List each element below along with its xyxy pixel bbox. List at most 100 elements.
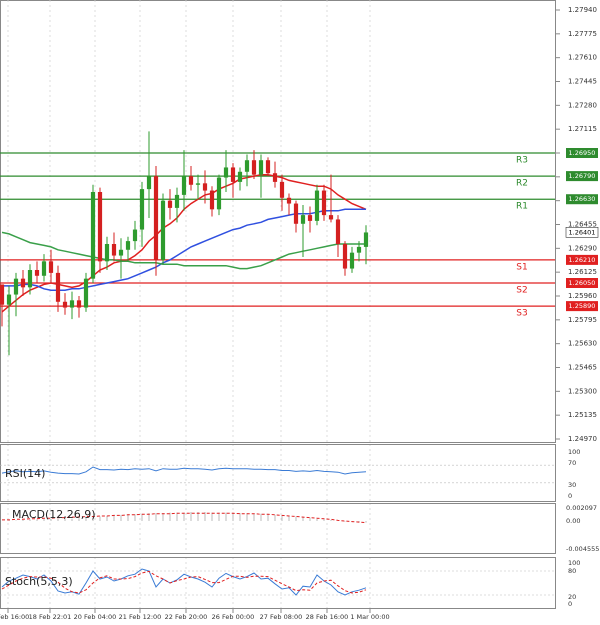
candle-body bbox=[97, 192, 103, 262]
price-tick-label: 1.26455 bbox=[568, 221, 597, 229]
candle-body bbox=[265, 160, 271, 174]
candle-body bbox=[188, 176, 194, 185]
price-axis: 1.27940 1.27775 1.27610 1.27445 1.27280 1.271… bbox=[555, 6, 597, 443]
candle-body bbox=[181, 176, 187, 195]
current-price-label: 1.26401 bbox=[569, 228, 596, 236]
macd-signal-line bbox=[2, 512, 367, 524]
level-name-s2: S2 bbox=[516, 286, 527, 296]
stoch-tick-label: 80 bbox=[568, 567, 576, 575]
level-price-badge bbox=[566, 171, 598, 182]
level-name-s3: S3 bbox=[516, 309, 527, 319]
candle-body bbox=[202, 183, 208, 191]
price-tick-label: 1.25300 bbox=[568, 387, 597, 395]
candle-body bbox=[230, 167, 236, 182]
rsi-line bbox=[1, 466, 367, 475]
level-price-label: 1.25890 bbox=[569, 302, 596, 310]
candle-body bbox=[153, 176, 159, 260]
candle-body bbox=[27, 270, 33, 288]
candle-body bbox=[328, 215, 334, 220]
macd-tick-label: -0.004555 bbox=[566, 545, 599, 553]
candle-body bbox=[258, 160, 264, 175]
rsi-tick-label: 30 bbox=[568, 481, 576, 489]
level-name-r2: R2 bbox=[516, 179, 528, 189]
stoch-tick-label: 0 bbox=[568, 600, 572, 608]
level-price-badge bbox=[566, 278, 598, 288]
stoch-tick-label: 20 bbox=[568, 593, 576, 601]
level-price-badge bbox=[566, 301, 598, 312]
candle-body bbox=[272, 173, 278, 182]
current-price: 1.26401 bbox=[565, 227, 599, 238]
candle-body bbox=[13, 278, 19, 295]
level-price-label: 1.26630 bbox=[569, 195, 596, 203]
time-tick-label: 28 Feb 16:00 bbox=[306, 613, 349, 621]
candle-body bbox=[34, 270, 40, 276]
rsi-tick-label: 100 bbox=[568, 448, 580, 456]
time-tick-label: 1 Mar 00:00 bbox=[350, 613, 389, 621]
candle-body bbox=[125, 241, 131, 250]
time-tick-label: 18 Feb 22:01 bbox=[29, 613, 72, 621]
level-name-s1: S1 bbox=[516, 262, 527, 272]
price-tick-label: 1.27445 bbox=[568, 78, 597, 86]
time-tick-label: 26 Feb 00:00 bbox=[212, 613, 255, 621]
stoch-k-line bbox=[1, 568, 367, 596]
time-tick-label: 22 Feb 20:00 bbox=[165, 613, 208, 621]
ma-line bbox=[1, 231, 366, 270]
price-tick-label: 1.27115 bbox=[568, 125, 597, 133]
rsi-panel bbox=[0, 444, 556, 502]
candle-body bbox=[83, 278, 89, 308]
candle-body bbox=[342, 244, 348, 269]
level-price-label: 1.26950 bbox=[569, 149, 596, 157]
candles bbox=[0, 131, 369, 356]
level-price-badge bbox=[566, 254, 598, 265]
candle-body bbox=[223, 167, 229, 178]
candle-body bbox=[321, 190, 327, 216]
rsi-indicator: RSI(14) 100 70 30 0 bbox=[0, 448, 580, 500]
candle-body bbox=[314, 190, 320, 221]
macd-panel bbox=[0, 503, 556, 554]
level-name-r1: R1 bbox=[516, 202, 528, 212]
candle-body bbox=[55, 272, 61, 302]
stoch-label: Stoch(5,5,3) bbox=[5, 575, 73, 588]
price-tick-label: 1.25135 bbox=[568, 411, 597, 419]
candle-body bbox=[69, 300, 75, 308]
candle-body bbox=[335, 219, 341, 244]
rsi-tick-label: 70 bbox=[568, 459, 576, 467]
candle-body bbox=[160, 200, 166, 260]
price-tick-label: 1.25960 bbox=[568, 292, 597, 300]
stoch-tick-label: 100 bbox=[568, 559, 580, 567]
candle-body bbox=[209, 190, 215, 210]
candle-body bbox=[62, 301, 68, 308]
pivot-levels: R3 1.26950 R2 1.26790 R1 1.26630 S1 1.26210 S2 1.… bbox=[0, 148, 598, 319]
level-price-badge bbox=[566, 194, 598, 205]
candle-body bbox=[300, 215, 306, 224]
level-price-label: 1.26210 bbox=[569, 256, 596, 264]
candle-body bbox=[251, 160, 257, 175]
macd-indicator: MACD(12,26,9) 0.002097 0.00 -0.004555 bbox=[2, 504, 599, 553]
candle-body bbox=[146, 176, 152, 190]
price-tick-label: 1.26290 bbox=[568, 244, 597, 252]
candle-body bbox=[118, 249, 124, 256]
candle-body bbox=[356, 246, 362, 253]
candle-body bbox=[195, 183, 201, 185]
time-tick-label: 16 Feb 16:00 bbox=[0, 613, 29, 621]
ma-line bbox=[2, 208, 366, 291]
current-price-badge bbox=[565, 227, 599, 238]
candle-body bbox=[279, 181, 285, 198]
candle-body bbox=[286, 197, 292, 204]
stoch-panel bbox=[0, 557, 556, 609]
price-tick-label: 1.25630 bbox=[568, 340, 597, 348]
price-panel bbox=[0, 0, 556, 443]
candle-body bbox=[104, 244, 110, 262]
candle-body bbox=[0, 284, 5, 305]
candle-body bbox=[307, 215, 313, 221]
candle-body bbox=[174, 194, 180, 208]
candle-body bbox=[76, 300, 82, 308]
price-tick-label: 1.27280 bbox=[568, 101, 597, 109]
price-tick-label: 1.24970 bbox=[568, 435, 597, 443]
candle-body bbox=[363, 232, 369, 247]
candle-body bbox=[216, 177, 222, 210]
macd-tick-label: 0.00 bbox=[566, 517, 580, 525]
candle-body bbox=[293, 203, 299, 224]
rsi-tick-label: 0 bbox=[568, 492, 572, 500]
